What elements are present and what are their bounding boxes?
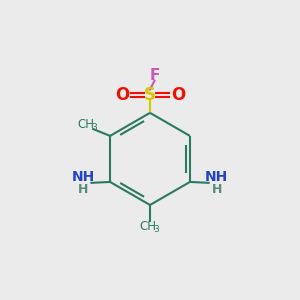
Text: H: H: [78, 184, 88, 196]
Text: S: S: [144, 86, 156, 104]
Text: CH: CH: [78, 118, 95, 131]
Text: 3: 3: [92, 123, 97, 132]
Text: F: F: [149, 68, 160, 83]
Text: O: O: [171, 86, 185, 104]
Text: NH: NH: [205, 170, 228, 184]
Text: O: O: [115, 86, 129, 104]
Text: H: H: [212, 184, 222, 196]
Text: 3: 3: [153, 226, 159, 235]
Text: NH: NH: [72, 170, 95, 184]
Text: CH: CH: [139, 220, 156, 233]
